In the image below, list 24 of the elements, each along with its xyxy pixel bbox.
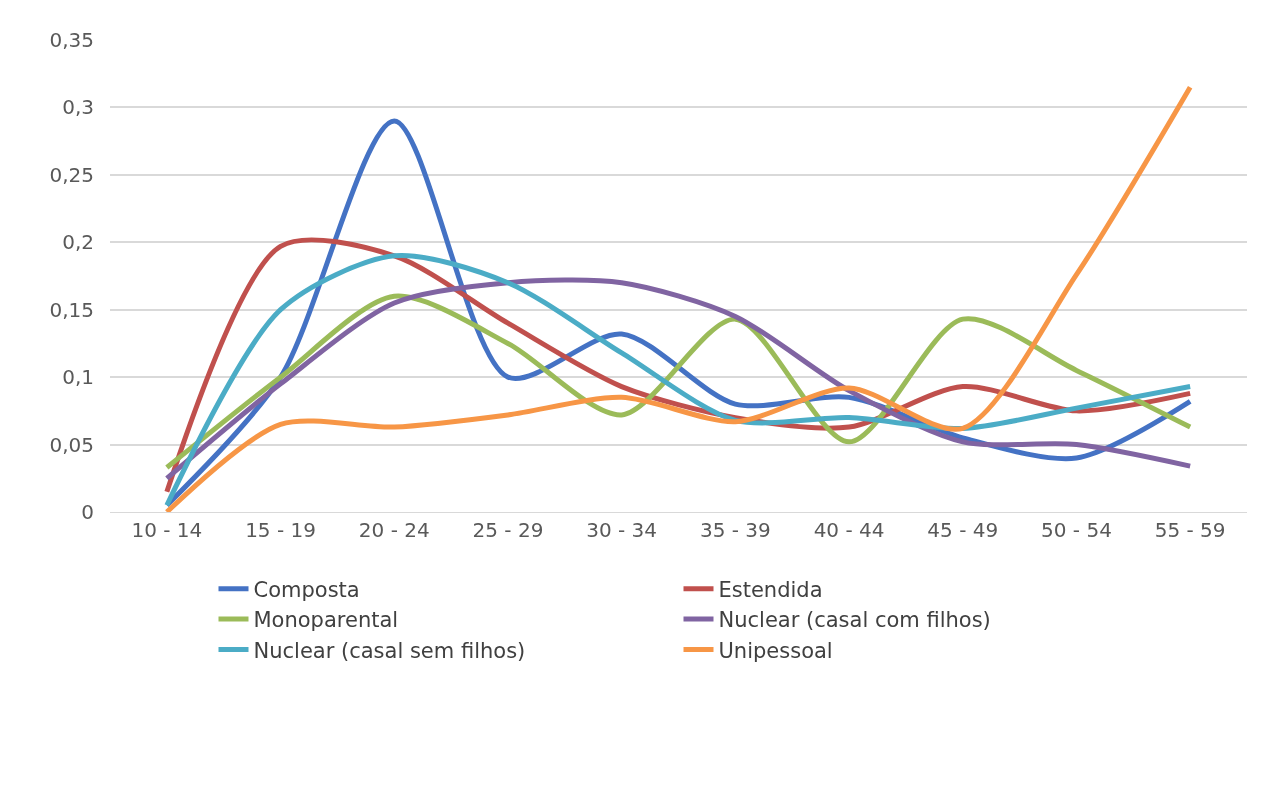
legend-label: Nuclear (casal sem filhos): [253, 638, 526, 663]
legend-label: Composta: [253, 577, 360, 602]
x-tick-label: 45 - 49: [927, 518, 999, 542]
y-tick-label: 0: [81, 500, 94, 524]
y-tick-label: 0,35: [49, 28, 94, 52]
y-tick-label: 0,25: [49, 162, 94, 187]
x-tick-label: 15 - 19: [245, 518, 316, 542]
legend-label: Unipessoal: [718, 638, 833, 663]
legend-label: Monoparental: [253, 608, 399, 633]
x-tick-label: 25 - 29: [472, 518, 544, 542]
y-tick-label: 0,15: [49, 297, 94, 322]
x-tick-label: 55 - 59: [1154, 518, 1226, 542]
x-tick-label: 40 - 44: [813, 518, 885, 542]
x-tick-label: 35 - 39: [699, 518, 771, 542]
y-tick-label: 0,2: [62, 230, 94, 255]
x-tick-label: 10 - 14: [131, 518, 203, 542]
x-tick-label: 20 - 24: [358, 518, 430, 542]
y-tick-label: 0,3: [62, 95, 94, 120]
legend-label: Nuclear (casal com filhos): [718, 608, 991, 633]
y-tick-label: 0,1: [62, 365, 94, 390]
x-tick-label: 30 - 34: [586, 518, 658, 542]
x-tick-label: 50 - 54: [1041, 518, 1112, 542]
legend-label: Estendida: [718, 577, 823, 602]
y-tick-label: 0,05: [49, 432, 94, 457]
